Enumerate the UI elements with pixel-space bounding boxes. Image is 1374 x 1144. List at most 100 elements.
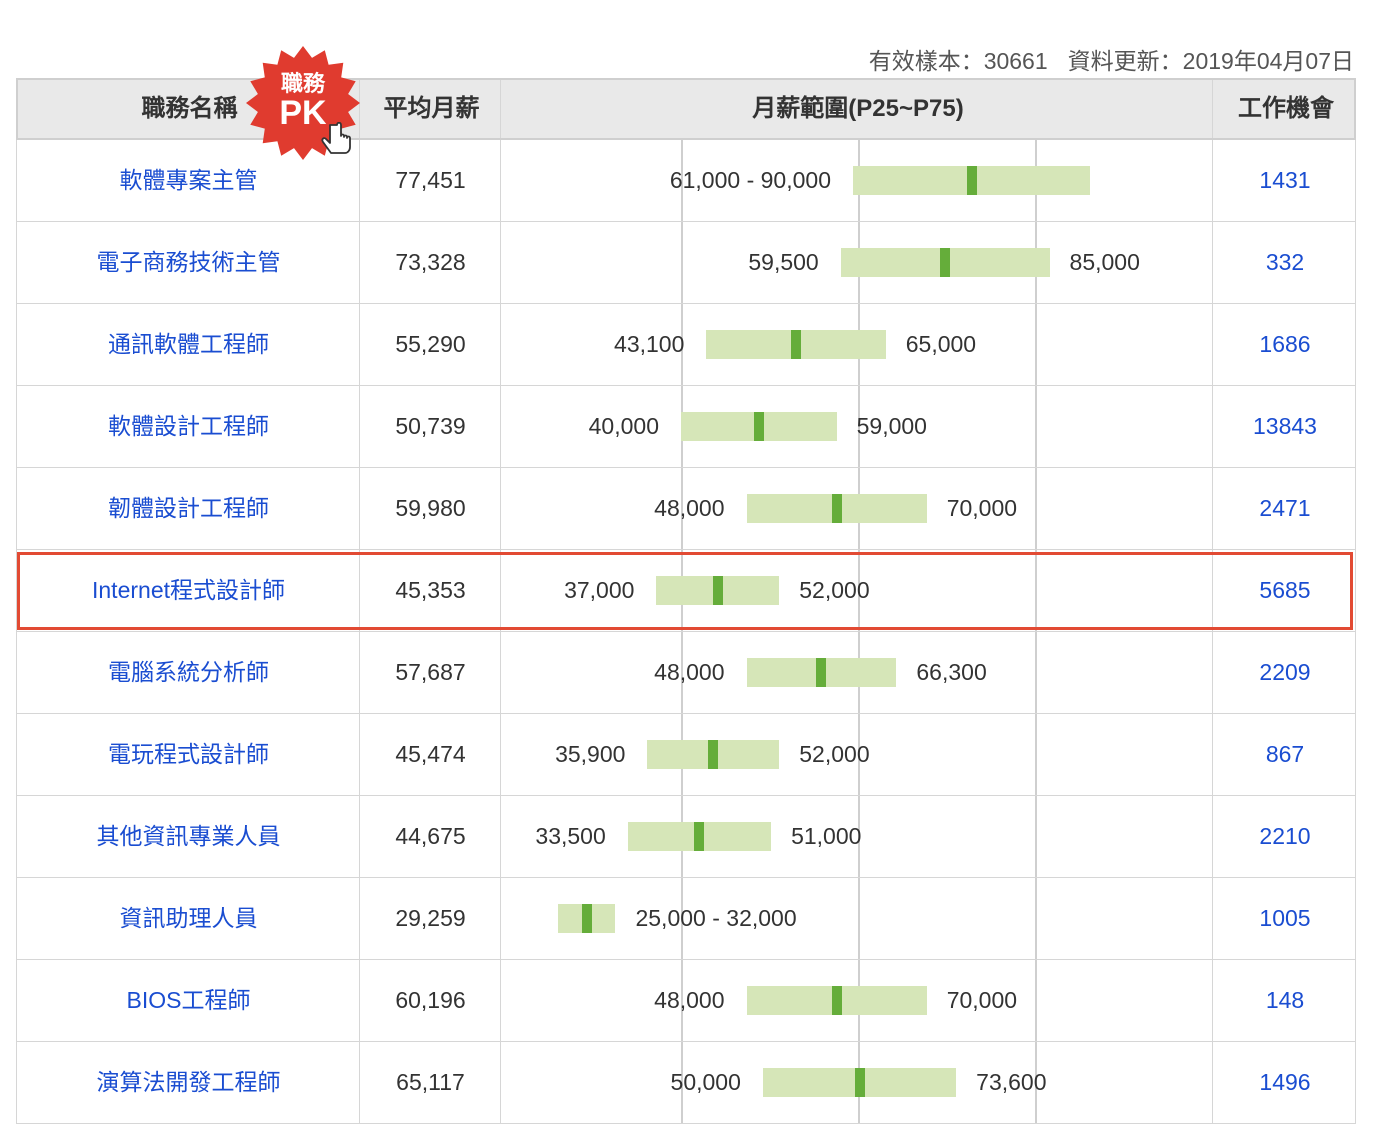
job-name-link[interactable]: 軟體設計工程師: [108, 413, 269, 439]
job-name-link[interactable]: 其他資訊專業人員: [96, 823, 281, 849]
header-avg-salary: 平均月薪: [383, 95, 480, 122]
p25-label: 33,500: [535, 823, 606, 849]
hand-pointer-icon: [321, 122, 351, 154]
avg-salary: 50,739: [395, 413, 466, 439]
column-divider: [359, 550, 360, 631]
salary-table: 職務名稱 平均月薪 月薪範圍(P25~P75) 工作機會 軟體專案主管 77,45…: [16, 78, 1356, 1124]
p25-label: 43,100: [614, 331, 685, 357]
range-gridline: [1035, 468, 1037, 549]
range-gridline: [1035, 878, 1037, 959]
p25-value: 25,000: [635, 905, 706, 931]
p75-label: 70,000: [946, 987, 1018, 1013]
median-marker: [966, 166, 977, 195]
column-divider: [1212, 304, 1213, 385]
avg-salary: 65,117: [396, 1069, 465, 1095]
column-divider: [500, 878, 501, 959]
median-marker: [708, 740, 719, 769]
header-job-openings: 工作機會: [1238, 95, 1334, 122]
job-openings-link[interactable]: 2209: [1259, 659, 1311, 685]
job-openings-link[interactable]: 1431: [1259, 167, 1311, 193]
table-row: 韌體設計工程師 59,980 2471 48,000 70,000: [16, 468, 1356, 550]
range-gridline: [681, 1042, 683, 1123]
job-openings-link[interactable]: 1005: [1259, 905, 1311, 931]
column-divider: [500, 550, 501, 631]
p75-label: 85,000: [1069, 249, 1140, 275]
column-divider: [500, 960, 501, 1041]
job-name-link[interactable]: 電腦系統分析師: [108, 659, 269, 685]
avg-salary: 59,980: [395, 495, 466, 521]
job-openings-link[interactable]: 2210: [1259, 823, 1311, 849]
job-name-link[interactable]: BIOS工程師: [126, 987, 251, 1013]
p25-label: 35,900: [555, 741, 626, 767]
job-openings-link[interactable]: 1686: [1259, 331, 1311, 357]
table-row: 其他資訊專業人員 44,675 2210 33,500 51,000: [16, 796, 1356, 878]
avg-salary: 77,451: [395, 167, 466, 193]
column-divider: [1212, 386, 1213, 467]
avg-salary: 29,259: [395, 905, 466, 931]
avg-salary: 55,290: [395, 331, 466, 357]
p75-label: 59,000: [856, 413, 927, 439]
median-marker: [581, 904, 592, 933]
median-marker: [712, 576, 723, 605]
avg-salary: 73,328: [395, 249, 466, 275]
job-name-link[interactable]: 演算法開發工程師: [96, 1069, 281, 1095]
job-name-link[interactable]: 韌體設計工程師: [108, 495, 269, 521]
table-row: 電子商務技術主管 73,328 332 59,500 85,000: [16, 222, 1356, 304]
table-row: BIOS工程師 60,196 148 48,000 70,000: [16, 960, 1356, 1042]
p25-label: 59,500: [748, 249, 819, 275]
range-gridline: [1035, 304, 1037, 385]
range-gridline: [1035, 550, 1037, 631]
column-divider: [1212, 468, 1213, 549]
p75-label: 52,000: [799, 577, 870, 603]
range-gridline: [858, 714, 860, 795]
avg-salary: 44,675: [395, 823, 466, 849]
pk-badge-line1: 職務: [280, 71, 325, 96]
job-name-link[interactable]: 通訊軟體工程師: [108, 331, 269, 357]
column-divider: [359, 796, 360, 877]
column-divider: [1212, 550, 1213, 631]
median-marker: [831, 986, 842, 1015]
column-divider: [500, 386, 501, 467]
job-name-link[interactable]: 資訊助理人員: [119, 905, 258, 931]
p25-label: 40,000: [588, 413, 659, 439]
range-gridline: [1035, 714, 1037, 795]
median-marker: [940, 248, 951, 277]
p25-value: 61,000: [669, 167, 741, 193]
header-divider: [359, 80, 360, 138]
column-divider: [359, 878, 360, 959]
job-openings-link[interactable]: 1496: [1259, 1069, 1311, 1095]
range-gridline: [681, 960, 683, 1041]
table-row: Internet程式設計師 45,353 5685 37,000 52,000: [16, 550, 1356, 632]
column-divider: [1212, 878, 1213, 959]
range-gridline: [681, 878, 683, 959]
column-divider: [500, 1042, 501, 1123]
range-gridline: [1035, 632, 1037, 713]
job-openings-link[interactable]: 148: [1265, 987, 1305, 1013]
range-gridline: [858, 386, 860, 467]
job-openings-link[interactable]: 5685: [1259, 577, 1311, 603]
column-divider: [359, 468, 360, 549]
column-divider: [359, 714, 360, 795]
job-openings-link[interactable]: 332: [1265, 249, 1305, 275]
column-divider: [1212, 714, 1213, 795]
range-gridline: [681, 222, 683, 303]
range-gridline: [858, 550, 860, 631]
job-name-link[interactable]: Internet程式設計師: [92, 577, 285, 603]
job-openings-link[interactable]: 867: [1265, 741, 1305, 767]
column-divider: [359, 140, 360, 221]
p25-label: 48,000: [654, 495, 725, 521]
column-divider: [500, 304, 501, 385]
job-name-link[interactable]: 電玩程式設計師: [108, 741, 269, 767]
p75-label: 66,300: [916, 659, 987, 685]
job-name-link[interactable]: 軟體專案主管: [119, 167, 258, 193]
median-marker: [816, 658, 827, 687]
column-divider: [1212, 632, 1213, 713]
table-row: 資訊助理人員 29,259 1005 25,000 - 32,000: [16, 878, 1356, 960]
job-name-link[interactable]: 電子商務技術主管: [96, 249, 281, 275]
job-openings-link[interactable]: 2471: [1259, 495, 1311, 521]
sample-meta: 有效樣本：30661 資料更新：2019年04月07日: [869, 42, 1354, 76]
update-date: 資料更新：2019年04月07日: [1067, 48, 1354, 74]
column-divider: [359, 632, 360, 713]
p75-label: 51,000: [791, 823, 862, 849]
job-openings-link[interactable]: 13843: [1253, 413, 1317, 439]
